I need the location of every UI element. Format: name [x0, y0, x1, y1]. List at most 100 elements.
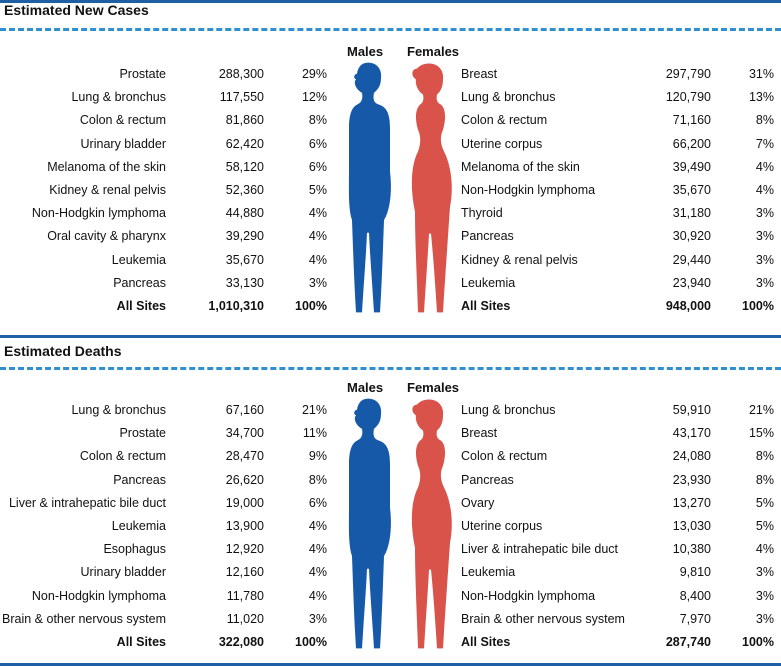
male-count: 11,780 — [226, 588, 264, 603]
female-percent: 13% — [748, 90, 774, 105]
male-site-label: All Sites — [116, 635, 166, 649]
female-site-label: Melanoma of the skin — [461, 159, 580, 174]
male-percent: 6% — [308, 159, 327, 174]
male-site-label: Colon & rectum — [79, 449, 166, 464]
total-row: All Sites 322,080 100% All Sites 287,740 100% — [0, 631, 781, 654]
male-silhouette-icon-shape — [348, 398, 391, 649]
male-site-label: All Sites — [116, 299, 166, 313]
female-silhouette-icon — [411, 63, 452, 313]
female-site-label: Brain & other nervous system — [461, 611, 625, 626]
male-percent: 3% — [308, 275, 327, 290]
female-percent: 5% — [755, 495, 774, 510]
table-row: Non-Hodgkin lymphoma 44,880 4% Thyroid 31,18… — [0, 202, 781, 225]
male-site-label: Pancreas — [113, 472, 166, 487]
table-row: Liver & intrahepatic bile duct 19,000 6% Ov… — [0, 492, 781, 515]
female-percent: 3% — [755, 611, 774, 626]
female-count: 24,080 — [672, 449, 711, 464]
female-site-label: Colon & rectum — [461, 113, 548, 128]
female-site-label: Leukemia — [461, 565, 516, 580]
female-site-label: Non-Hodgkin lymphoma — [461, 588, 596, 603]
male-percent: 4% — [308, 565, 327, 580]
section-rule — [0, 335, 781, 338]
table-row: Brain & other nervous system 11,020 3% Brai… — [0, 608, 781, 631]
male-count: 62,420 — [225, 136, 264, 151]
male-count: 11,020 — [226, 611, 264, 626]
section-rule — [0, 0, 781, 3]
male-site-label: Urinary bladder — [80, 136, 166, 151]
table-row: Leukemia 13,900 4% Uterine corpus 13,030 5% — [0, 515, 781, 538]
female-percent: 100% — [742, 635, 774, 649]
table-row: Melanoma of the skin 58,120 6% Melanoma of … — [0, 156, 781, 179]
female-count: 30,920 — [672, 229, 711, 244]
section-title: Estimated New Cases — [4, 2, 149, 18]
female-site-label: Breast — [461, 426, 498, 441]
table-row: Lung & bronchus 117,550 12% Lung & bronchus… — [0, 86, 781, 109]
male-site-label: Lung & bronchus — [71, 403, 166, 417]
table-row: Colon & rectum 28,470 9% Colon & rectum 24,0… — [0, 445, 781, 468]
female-count: 948,000 — [665, 299, 711, 313]
female-count: 59,910 — [672, 403, 711, 417]
female-count: 35,670 — [672, 183, 711, 197]
male-count: 58,120 — [225, 159, 264, 174]
male-percent: 12% — [301, 90, 327, 105]
female-count: 297,790 — [665, 67, 711, 81]
male-count: 34,700 — [225, 426, 264, 441]
female-count: 13,270 — [672, 495, 711, 510]
male-silhouette-icon — [348, 62, 391, 313]
female-site-label: Lung & bronchus — [461, 403, 556, 417]
female-count: 43,170 — [672, 426, 711, 441]
male-percent: 11% — [302, 426, 327, 441]
table-row: Colon & rectum 81,860 8% Colon & rectum 71,1… — [0, 109, 781, 132]
male-site-label: Non-Hodgkin lymphoma — [31, 206, 166, 221]
male-percent: 8% — [308, 113, 327, 128]
female-percent: 100% — [742, 299, 774, 313]
male-site-label: Urinary bladder — [80, 565, 166, 580]
table-row: Non-Hodgkin lymphoma 11,780 4% Non-Hodgkin … — [0, 585, 781, 608]
male-count: 44,880 — [225, 206, 264, 221]
male-site-label: Non-Hodgkin lymphoma — [31, 588, 166, 603]
female-site-label: Lung & bronchus — [461, 90, 556, 105]
female-site-label: Pancreas — [461, 472, 514, 487]
female-site-label: Uterine corpus — [461, 136, 543, 151]
table-row: Oral cavity & pharynx 39,290 4% Pancreas 30,… — [0, 225, 781, 248]
male-percent: 4% — [308, 206, 327, 221]
female-percent: 4% — [755, 183, 774, 197]
table-row: Urinary bladder 12,160 4% Leukemia 9,810 3% — [0, 561, 781, 584]
female-percent: 21% — [748, 403, 774, 417]
female-silhouette-icon-shape — [411, 63, 452, 313]
dashed-divider — [0, 28, 781, 31]
male-percent: 100% — [295, 635, 327, 649]
table-row: Kidney & renal pelvis 52,360 5% Non-Hodgkin… — [0, 179, 781, 202]
female-count: 23,940 — [672, 275, 711, 290]
bottom-rule — [0, 663, 781, 666]
male-percent: 4% — [308, 542, 327, 557]
table-row: Pancreas 26,620 8% Pancreas 23,930 8% — [0, 469, 781, 492]
male-count: 19,000 — [225, 495, 264, 510]
male-site-label: Leukemia — [111, 519, 166, 533]
male-site-label: Brain & other nervous system — [2, 611, 166, 626]
female-count: 31,180 — [672, 206, 711, 221]
female-count: 71,160 — [672, 113, 711, 128]
male-percent: 3% — [308, 611, 327, 626]
male-percent: 4% — [308, 519, 327, 533]
male-percent: 5% — [308, 183, 327, 197]
female-count: 13,030 — [672, 519, 711, 533]
female-site-label: Thyroid — [461, 206, 503, 221]
female-site-label: Leukemia — [461, 275, 516, 290]
male-percent: 4% — [308, 252, 327, 267]
females-header: Females — [407, 44, 460, 59]
male-count: 81,860 — [225, 113, 264, 128]
male-count: 26,620 — [225, 472, 264, 487]
male-site-label: Colon & rectum — [79, 113, 166, 128]
male-count: 67,160 — [225, 403, 264, 417]
male-count: 322,080 — [218, 635, 264, 649]
male-count: 28,470 — [225, 449, 264, 464]
female-percent: 7% — [755, 136, 774, 151]
female-percent: 31% — [748, 67, 774, 81]
male-count: 12,160 — [225, 565, 264, 580]
female-count: 39,490 — [672, 159, 711, 174]
male-percent: 6% — [308, 495, 327, 510]
male-percent: 9% — [308, 449, 327, 464]
dashed-divider — [0, 367, 781, 370]
male-site-label: Esophagus — [103, 542, 166, 557]
